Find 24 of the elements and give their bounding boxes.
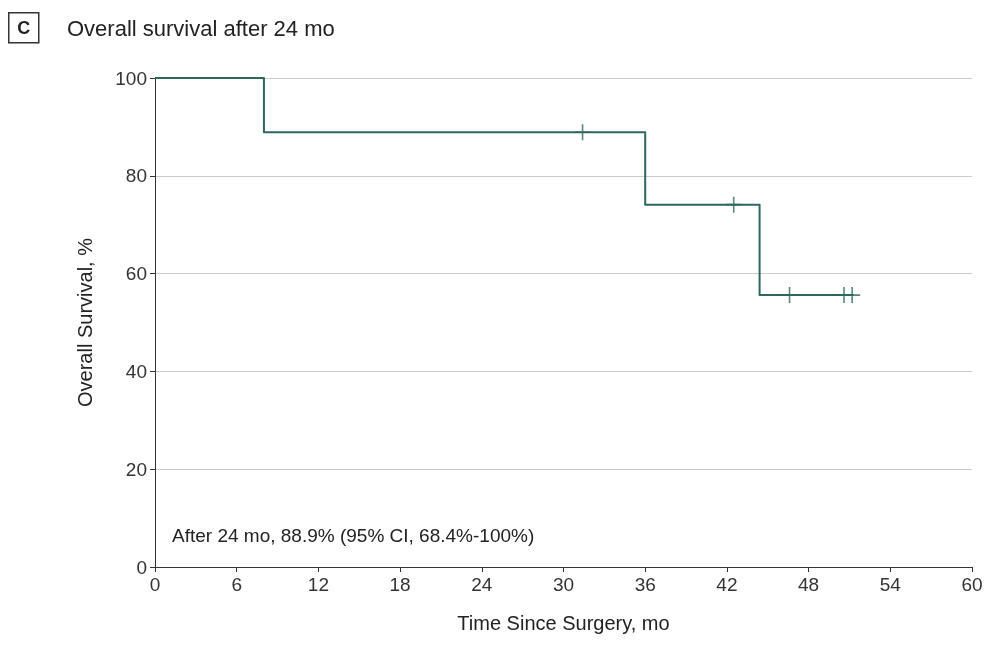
x-tick-label: 18 [389, 574, 411, 595]
x-tick-label: 30 [552, 574, 575, 595]
chart-title: Overall survival after 24 mo [67, 15, 335, 41]
x-tick-label: 36 [634, 574, 656, 595]
x-tick-label: 60 [961, 574, 983, 595]
y-tick-label: 80 [125, 165, 147, 187]
x-tick-label: 0 [149, 574, 161, 595]
point [574, 124, 591, 141]
y-tick-label: 100 [115, 67, 147, 89]
y-tick-label: 20 [125, 458, 147, 480]
point [725, 196, 742, 213]
x-tick-label: 54 [879, 574, 902, 595]
x-tick-label: 42 [716, 574, 738, 595]
text: C [17, 17, 31, 38]
x-axis-title: Time Since Surgery, mo [457, 612, 670, 634]
x-tick-label: 6 [231, 574, 242, 595]
y-tick-label: 0 [136, 556, 147, 578]
x-tick-label: 12 [307, 574, 329, 595]
annotation: After 24 mo, 88.9% (95% CI, 68.4%-100%) [172, 525, 535, 546]
x-tick-label: 48 [798, 574, 820, 595]
x-tick-label: 24 [471, 574, 493, 595]
y-axis-title: Overall Survival, % [74, 237, 96, 407]
y-tick-label: 60 [125, 263, 147, 285]
y-tick-label: 40 [125, 360, 147, 382]
